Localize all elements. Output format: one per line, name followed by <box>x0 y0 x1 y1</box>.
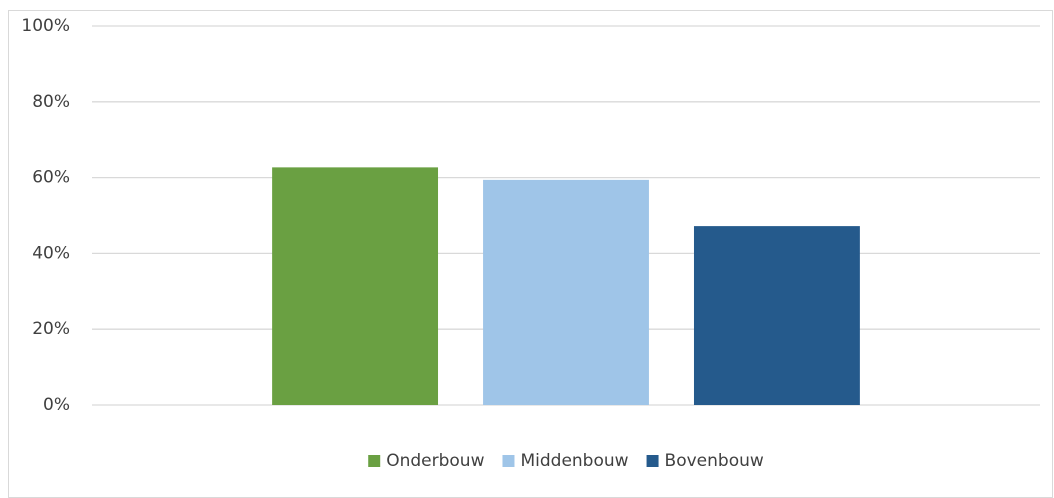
y-tick-label: 80% <box>32 92 70 112</box>
legend-label: Onderbouw <box>386 451 484 471</box>
legend-swatch <box>368 455 381 467</box>
y-tick-label: 0% <box>43 395 70 415</box>
y-tick-label: 20% <box>32 319 70 339</box>
legend-label: Bovenbouw <box>665 451 764 471</box>
bar <box>693 226 860 405</box>
legend-label: Middenbouw <box>520 451 628 471</box>
legend-swatch <box>502 455 515 467</box>
y-tick-label: 100% <box>21 16 70 36</box>
bar <box>272 167 439 405</box>
y-tick-label: 60% <box>32 168 70 188</box>
y-tick-label: 40% <box>32 243 70 263</box>
legend-swatch <box>646 455 659 467</box>
bar <box>483 179 649 405</box>
